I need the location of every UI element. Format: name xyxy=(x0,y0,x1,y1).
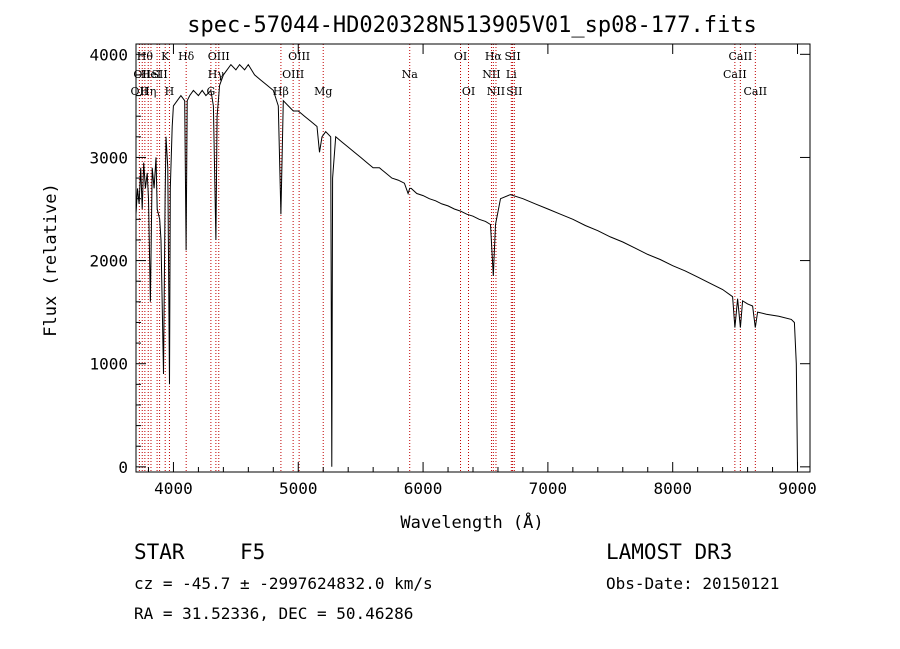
survey-name: LAMOST DR3 xyxy=(606,540,733,564)
spectral-line-label: SII xyxy=(506,85,522,98)
spectral-line-label: OI xyxy=(454,50,467,63)
redshift-velocity: cz = -45.7 ± -2997624832.0 km/s xyxy=(134,574,433,593)
spectral-line-label: SII xyxy=(151,68,167,81)
spectral-line-label: CaII xyxy=(743,85,767,98)
object-class: STAR xyxy=(134,540,185,564)
y-tick-label: 2000 xyxy=(89,252,128,271)
spectral-line-label: CaII xyxy=(729,50,753,63)
spectral-line-label: Hδ xyxy=(178,50,195,63)
x-axis-label: Wavelength (Å) xyxy=(400,511,543,533)
y-axis: 0 1000 2000 3000 4000 xyxy=(89,45,810,477)
spectral-line-label: SII xyxy=(504,50,520,63)
spectral-line-label: Mg xyxy=(314,85,332,98)
x-axis: 4000 5000 6000 7000 8000 9000 xyxy=(147,44,817,498)
spectral-line-label: CaII xyxy=(723,68,747,81)
spectral-line-label: K xyxy=(161,50,170,63)
chart-title: spec-57044-HD020328N513905V01_sp08-177.f… xyxy=(187,13,757,38)
x-tick-label: 7000 xyxy=(529,479,568,498)
spectral-line-label: OII xyxy=(131,85,149,98)
spectral-line-label: NII xyxy=(487,85,505,98)
spectral-line-label: H xyxy=(165,85,175,98)
object-subclass: F5 xyxy=(240,540,266,564)
y-tick-label: 0 xyxy=(118,458,128,477)
y-tick-label: 4000 xyxy=(89,45,128,64)
spectral-line-labels: OIIOIIHθHηHeISIIKHHδGHγOIIIHβOIIIOIIIMgN… xyxy=(131,50,768,98)
spectral-line-label: Li xyxy=(506,68,517,81)
spectral-line-label: Hθ xyxy=(137,50,154,63)
y-tick-label: 1000 xyxy=(89,355,128,374)
spectrum-line xyxy=(135,63,798,467)
spectrum-chart: spec-57044-HD020328N513905V01_sp08-177.f… xyxy=(41,13,817,533)
spectral-line-label: Hα xyxy=(485,50,503,63)
x-tick-label: 6000 xyxy=(404,479,443,498)
spectral-line-label: Hβ xyxy=(273,85,289,98)
x-tick-label: 5000 xyxy=(279,479,318,498)
spectral-line-label: OIII xyxy=(208,50,230,63)
spectral-line-label: HeI xyxy=(141,68,161,81)
spectral-line-label: Hη xyxy=(140,85,156,98)
spectral-line-label: OIII xyxy=(288,50,310,63)
x-tick-label: 8000 xyxy=(653,479,692,498)
spectral-line-label: OI xyxy=(462,85,475,98)
spectral-line-label: Hγ xyxy=(208,68,225,81)
spectral-line-label: Na xyxy=(402,68,419,81)
spectral-line-label: OII xyxy=(133,68,151,81)
spectral-line-markers xyxy=(138,44,756,472)
coordinates: RA = 31.52336, DEC = 50.46286 xyxy=(134,604,414,623)
x-tick-label: 4000 xyxy=(154,479,193,498)
observation-date: Obs-Date: 20150121 xyxy=(606,574,780,593)
spectral-line-label: NII xyxy=(482,68,500,81)
plot-frame xyxy=(135,43,811,473)
spectral-line-label: OIII xyxy=(282,68,304,81)
y-tick-label: 3000 xyxy=(89,148,128,167)
y-axis-label: Flux (relative) xyxy=(41,183,61,337)
x-tick-label: 9000 xyxy=(778,479,817,498)
